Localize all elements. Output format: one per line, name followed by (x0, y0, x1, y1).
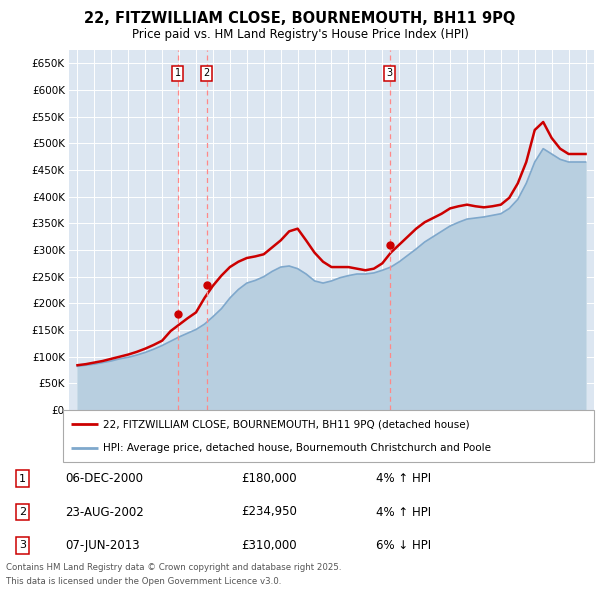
Text: 1: 1 (175, 68, 181, 78)
Text: 6% ↓ HPI: 6% ↓ HPI (376, 539, 431, 552)
Text: 22, FITZWILLIAM CLOSE, BOURNEMOUTH, BH11 9PQ (detached house): 22, FITZWILLIAM CLOSE, BOURNEMOUTH, BH11… (103, 419, 469, 429)
Text: 2: 2 (204, 68, 210, 78)
Text: 4% ↑ HPI: 4% ↑ HPI (376, 506, 431, 519)
Text: £310,000: £310,000 (241, 539, 297, 552)
Text: 06-DEC-2000: 06-DEC-2000 (65, 472, 143, 485)
Text: £180,000: £180,000 (241, 472, 297, 485)
Text: Price paid vs. HM Land Registry's House Price Index (HPI): Price paid vs. HM Land Registry's House … (131, 28, 469, 41)
FancyBboxPatch shape (63, 410, 594, 462)
Text: 2: 2 (19, 507, 26, 517)
Text: 22, FITZWILLIAM CLOSE, BOURNEMOUTH, BH11 9PQ: 22, FITZWILLIAM CLOSE, BOURNEMOUTH, BH11… (85, 11, 515, 26)
Text: This data is licensed under the Open Government Licence v3.0.: This data is licensed under the Open Gov… (6, 578, 281, 586)
Text: HPI: Average price, detached house, Bournemouth Christchurch and Poole: HPI: Average price, detached house, Bour… (103, 443, 491, 453)
Text: 1: 1 (19, 474, 26, 484)
Text: 3: 3 (19, 540, 26, 550)
Text: 07-JUN-2013: 07-JUN-2013 (65, 539, 139, 552)
Text: 4% ↑ HPI: 4% ↑ HPI (376, 472, 431, 485)
Text: £234,950: £234,950 (241, 506, 297, 519)
Text: Contains HM Land Registry data © Crown copyright and database right 2025.: Contains HM Land Registry data © Crown c… (6, 563, 341, 572)
Text: 23-AUG-2002: 23-AUG-2002 (65, 506, 143, 519)
Text: 3: 3 (386, 68, 392, 78)
